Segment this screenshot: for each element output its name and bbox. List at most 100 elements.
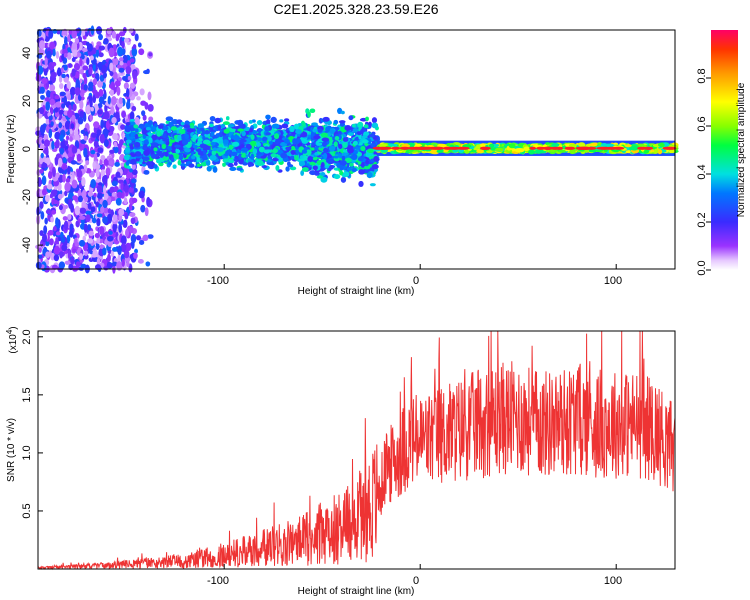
heatmap-cell <box>49 84 56 92</box>
heatmap-cell <box>107 253 111 262</box>
heatmap-cell <box>147 234 154 239</box>
heatmap-cell <box>138 190 145 199</box>
heatmap-cell <box>48 128 53 139</box>
heatmap-cell <box>98 33 103 41</box>
heatmap-cell <box>109 149 115 154</box>
heatmap-cell <box>147 91 152 101</box>
heatmap-cell <box>128 203 133 211</box>
heatmap-cell <box>250 140 257 147</box>
heatmap-cell <box>148 116 154 122</box>
heatmap-cell <box>70 123 75 130</box>
heatmap-cell <box>265 114 271 120</box>
heatmap-cell <box>299 155 304 159</box>
heatmap-ylabel: Frequency (Hz) <box>6 115 17 184</box>
heatmap-cell <box>71 68 76 77</box>
heatmap-cell <box>60 236 66 243</box>
heatmap-cell <box>68 63 73 68</box>
heatmap-cell <box>464 149 470 154</box>
heatmap-cell <box>117 245 122 256</box>
heatmap-cell <box>136 96 141 101</box>
heatmap-cell <box>212 166 218 173</box>
heatmap-cell <box>125 88 130 98</box>
heatmap-cell <box>271 123 280 129</box>
heatmap-cell <box>49 98 56 106</box>
heatmap-cell <box>54 101 62 108</box>
heatmap-cell <box>50 121 54 126</box>
heatmap-cell <box>240 147 249 152</box>
heatmap-cell <box>344 124 352 131</box>
heatmap-cell <box>344 157 352 164</box>
heatmap-cell <box>37 65 44 75</box>
heatmap-cell <box>83 83 88 91</box>
heatmap-cell <box>112 247 118 252</box>
heatmap-cell <box>270 116 277 124</box>
heatmap-cell <box>67 149 73 159</box>
heatmap-cell <box>63 220 69 231</box>
heatmap-cell <box>351 167 357 173</box>
snr-ticks <box>38 336 617 569</box>
heatmap-cell <box>97 103 103 109</box>
heatmap-cell <box>196 128 201 135</box>
heatmap-cell <box>350 153 358 161</box>
heatmap-cell <box>83 114 87 122</box>
heatmap-cell <box>316 142 323 146</box>
heatmap-cell <box>111 180 118 187</box>
heatmap-cell <box>310 147 315 151</box>
heatmap-cell <box>97 80 103 88</box>
heatmap-panel: -100 0 100 -40 -20 0 20 40 Height of str… <box>6 25 679 297</box>
heatmap-cell <box>205 159 211 166</box>
heatmap-cell <box>96 194 103 199</box>
heatmap-cell <box>307 111 311 118</box>
heatmap-cell <box>90 206 96 213</box>
heatmap-cell <box>141 110 146 117</box>
heatmap-cell <box>99 226 105 235</box>
heatmap-cell <box>112 223 117 233</box>
heatmap-cell <box>358 169 366 175</box>
heatmap-cell <box>82 35 87 40</box>
heatmap-cell <box>85 160 90 166</box>
heatmap-cell <box>242 162 248 166</box>
heatmap-cell <box>325 158 334 164</box>
heatmap-cell <box>40 152 44 159</box>
heatmap-cell <box>102 199 108 209</box>
heatmap-cell <box>223 128 230 134</box>
heatmap-cell <box>234 155 239 160</box>
heatmap-cell <box>347 147 354 154</box>
heatmap-cell <box>110 96 117 106</box>
heatmap-cell <box>209 123 214 128</box>
heatmap-cell <box>130 234 137 244</box>
heatmap-cell <box>58 122 63 129</box>
heatmap-cell <box>145 161 154 167</box>
heatmap-cell <box>250 134 255 140</box>
heatmap-cell <box>47 229 54 236</box>
heatmap-cell <box>138 239 145 246</box>
heatmap-cell <box>241 152 246 157</box>
heatmap-cell <box>72 195 78 201</box>
heatmap-cell <box>79 100 84 110</box>
heatmap-cell <box>100 206 105 214</box>
heatmap-cell <box>312 156 318 161</box>
heatmap-cell <box>145 261 151 267</box>
heatmap-cell <box>49 238 54 246</box>
heatmap-cell <box>100 64 108 74</box>
heatmap-cell <box>191 155 196 160</box>
heatmap-cell <box>237 119 244 126</box>
heatmap-cell <box>124 125 132 133</box>
heatmap-ytick-label: 0 <box>21 146 33 152</box>
heatmap-cell <box>58 83 64 89</box>
heatmap-cell <box>161 126 169 131</box>
heatmap-cell <box>39 86 45 94</box>
heatmap-cell <box>523 146 530 151</box>
heatmap-cell <box>177 159 182 166</box>
heatmap-cell <box>352 127 359 133</box>
heatmap-cell <box>320 172 326 177</box>
heatmap-cell <box>369 183 376 187</box>
heatmap-cell <box>39 106 45 115</box>
heatmap-cell <box>98 52 104 58</box>
heatmap-cell <box>93 121 100 129</box>
heatmap-cell <box>668 149 675 154</box>
heatmap-cell <box>128 187 134 193</box>
heatmap-cell <box>196 163 201 167</box>
heatmap-cell <box>275 164 280 171</box>
heatmap-cell <box>268 140 273 145</box>
